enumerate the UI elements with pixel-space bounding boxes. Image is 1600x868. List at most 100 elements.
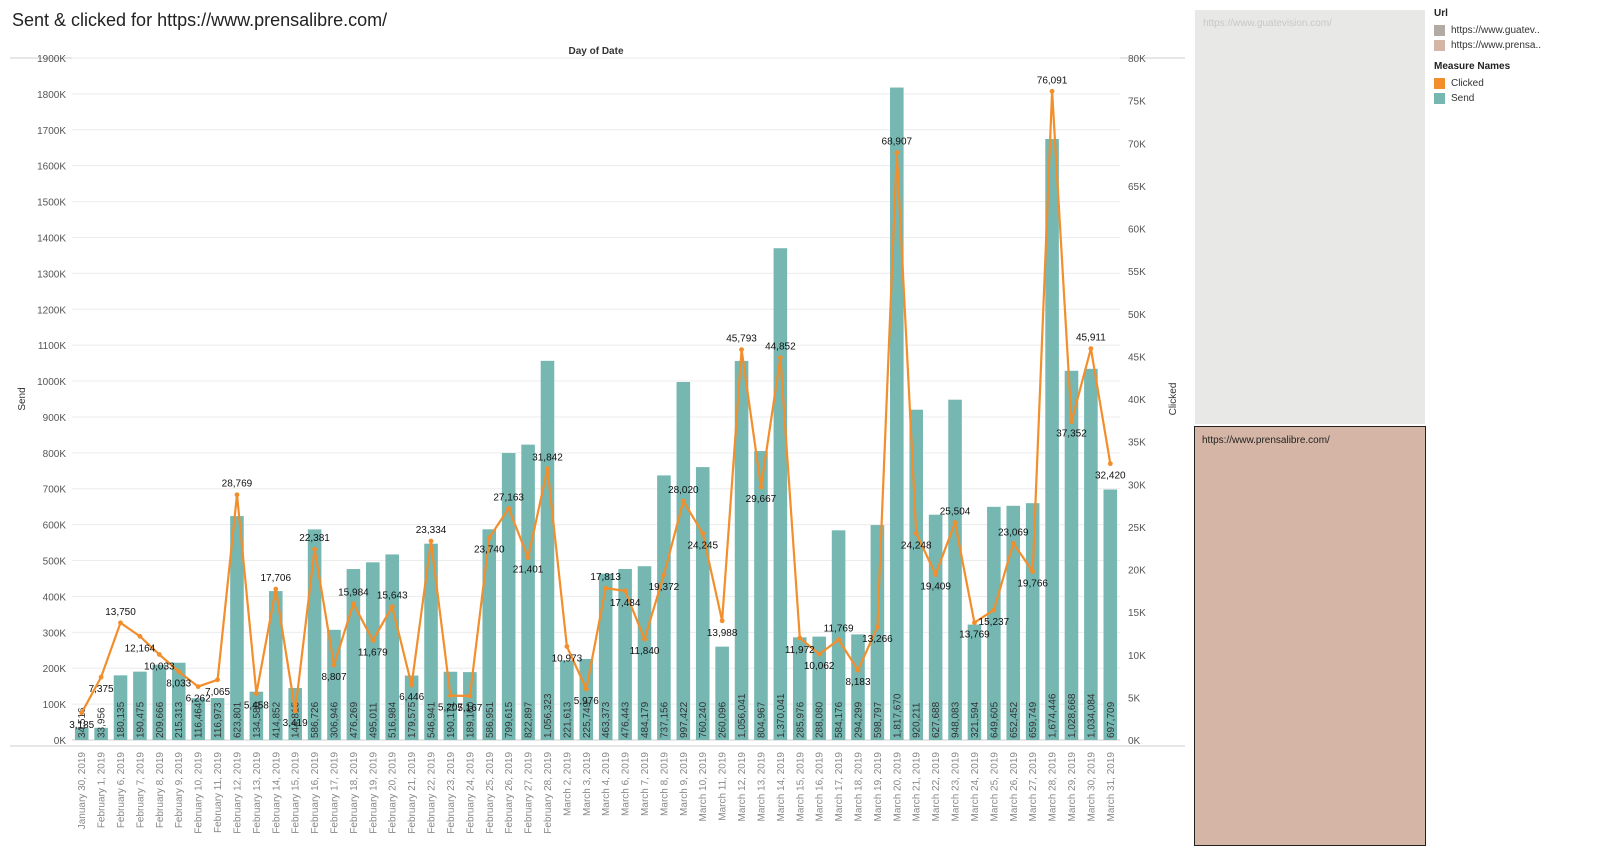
x-tick-label: February 6, 2019 <box>116 752 127 829</box>
legend: Url https://www.guatev.. https://www.pre… <box>1434 8 1594 106</box>
y-tick-label: 300K <box>43 628 67 639</box>
bar-value-label: 1,056,041 <box>737 693 748 738</box>
point-value-label: 12,164 <box>125 643 156 654</box>
point-clicked <box>273 586 279 592</box>
point-clicked <box>331 662 337 668</box>
y2-tick-label: 0K <box>1128 736 1141 747</box>
point-clicked <box>564 644 570 649</box>
bar-send <box>171 662 186 740</box>
bar-value-label: 321,594 <box>970 701 981 738</box>
point-clicked <box>156 652 162 657</box>
bar-send <box>967 624 982 740</box>
bar-send <box>249 691 264 740</box>
bar-value-label: 1,370,041 <box>776 693 787 738</box>
legend-swatch <box>1434 40 1445 51</box>
bar-send <box>1064 370 1079 740</box>
point-clicked <box>253 691 259 696</box>
point-value-label: 29,667 <box>746 494 777 505</box>
point-value-label: 17,484 <box>610 598 641 609</box>
bar-send <box>754 451 768 740</box>
point-value-label: 8,807 <box>321 672 346 683</box>
point-value-label: 10,033 <box>144 661 175 672</box>
x-tick-label: February 14, 2019 <box>271 752 282 834</box>
url-filter-prensalibre[interactable]: https://www.prensalibre.com/ <box>1194 426 1426 846</box>
x-tick-label: March 26, 2019 <box>1009 752 1020 822</box>
point-clicked <box>370 638 376 643</box>
bar-value-label: 306,946 <box>330 701 341 738</box>
bar-send <box>695 467 710 740</box>
x-tick-label: February 10, 2019 <box>194 752 205 834</box>
x-tick-label: March 15, 2019 <box>795 752 806 822</box>
y2-tick-label: 25K <box>1128 523 1146 534</box>
bar-send <box>715 646 729 740</box>
bar-send <box>928 514 943 740</box>
point-clicked <box>118 620 123 626</box>
y2-tick-label: 10K <box>1128 651 1146 662</box>
point-value-label: 8,183 <box>845 677 870 688</box>
bar-value-label: 1,056,323 <box>543 693 554 738</box>
point-clicked <box>622 588 628 594</box>
bar-send <box>366 562 380 740</box>
point-clicked <box>1010 540 1016 546</box>
bar-send <box>191 698 205 740</box>
legend-measure-item-send[interactable]: Send <box>1434 91 1594 106</box>
y-tick-label: 1500K <box>37 198 66 209</box>
bar-send <box>94 727 108 740</box>
x-tick-label: February 25, 2019 <box>485 752 496 834</box>
x-tick-label: February 19, 2019 <box>368 752 379 834</box>
bar-value-label: 34,516 <box>77 707 88 738</box>
point-value-label: 15,643 <box>377 591 408 602</box>
point-value-label: 8,033 <box>166 679 191 690</box>
y2-tick-label: 15K <box>1128 608 1146 619</box>
x-tick-label: March 30, 2019 <box>1086 752 1097 822</box>
point-clicked <box>739 347 744 353</box>
bar-send <box>870 525 885 740</box>
legend-swatch <box>1434 25 1445 36</box>
point-value-label: 22,381 <box>299 533 330 544</box>
bar-send <box>385 554 400 740</box>
y-tick-label: 0K <box>54 736 67 747</box>
y-tick-label: 1100K <box>38 341 67 352</box>
bar-send <box>909 409 924 740</box>
x-tick-label: March 16, 2019 <box>815 752 826 822</box>
legend-url-item-prensalibre[interactable]: https://www.prensa.. <box>1434 38 1594 53</box>
x-tick-label: March 4, 2019 <box>601 752 612 816</box>
bar-send <box>443 671 458 740</box>
bar-value-label: 659,749 <box>1028 701 1039 738</box>
url-filter-prensalibre-label: https://www.prensalibre.com/ <box>1202 435 1330 446</box>
bar-send <box>1084 368 1098 740</box>
legend-url-item-guatevision[interactable]: https://www.guatev.. <box>1434 23 1594 38</box>
bar-send <box>637 566 652 740</box>
point-value-label: 6,446 <box>399 692 424 703</box>
bar-send <box>268 591 283 740</box>
bar-send <box>734 360 749 740</box>
bar-send <box>812 636 826 740</box>
url-filter-guatevision[interactable]: https://www.guatevision.com/ <box>1195 10 1425 424</box>
y-tick-label: 1900K <box>37 54 66 65</box>
point-clicked <box>894 150 900 155</box>
x-tick-label: March 22, 2019 <box>931 752 942 822</box>
bar-send <box>657 475 671 740</box>
legend-measure-label: Send <box>1451 93 1475 104</box>
y2-tick-label: 70K <box>1128 139 1146 150</box>
bar-send <box>598 573 613 740</box>
bar-value-label: 33,956 <box>97 707 108 738</box>
bar-value-label: 737,156 <box>659 701 670 738</box>
bar-send <box>1045 138 1059 740</box>
y-tick-label: 500K <box>43 557 67 568</box>
bar-value-label: 209,666 <box>155 701 166 738</box>
bar-send <box>676 381 691 740</box>
point-value-label: 25,504 <box>940 507 971 518</box>
bar-send <box>987 506 1001 740</box>
legend-measure-item-clicked[interactable]: Clicked <box>1434 76 1594 91</box>
point-value-label: 13,769 <box>959 630 990 641</box>
y2-tick-label: 35K <box>1128 438 1146 449</box>
legend-url-label: https://www.prensa.. <box>1451 40 1542 51</box>
bar-value-label: 1,028,668 <box>1067 693 1078 738</box>
point-clicked <box>79 710 85 716</box>
y-tick-label: 900K <box>43 413 67 424</box>
point-clicked <box>234 492 240 498</box>
point-clicked <box>389 604 395 610</box>
point-clicked <box>875 624 880 630</box>
point-value-label: 45,911 <box>1076 333 1106 344</box>
